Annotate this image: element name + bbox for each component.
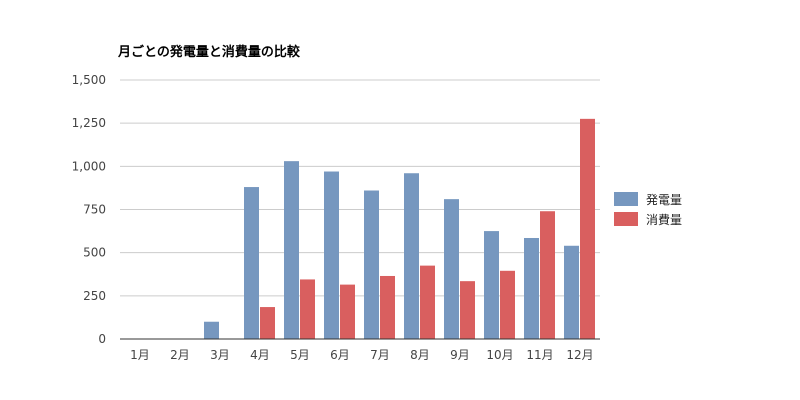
x-tick-label: 12月 [566, 348, 593, 362]
x-tick-label: 8月 [410, 348, 430, 362]
x-tick-label: 2月 [170, 348, 190, 362]
bar-consumption-7 [380, 275, 395, 339]
bar-generation-5 [284, 161, 299, 339]
bar-generation-10 [484, 231, 499, 339]
y-tick-label: 500 [83, 246, 106, 260]
y-tick-label: 1,000 [72, 159, 106, 173]
y-tick-label: 750 [83, 203, 106, 217]
bar-generation-6 [324, 171, 339, 339]
y-axis-ticks: 0 250 500 750 1,000 1,250 1,500 [72, 73, 106, 346]
bar-generation-9 [444, 199, 459, 339]
x-tick-label: 6月 [330, 348, 350, 362]
y-tick-label: 1,250 [72, 116, 106, 130]
bar-consumption-5 [300, 279, 315, 339]
legend-label: 発電量 [646, 193, 682, 207]
x-tick-label: 1月 [130, 348, 150, 362]
bar-consumption-8 [420, 265, 435, 339]
bar-generation-7 [364, 190, 379, 339]
y-tick-label: 250 [83, 289, 106, 303]
x-tick-label: 7月 [370, 348, 390, 362]
bar-consumption-11 [540, 211, 555, 339]
bar-generation-8 [404, 173, 419, 339]
gridlines [120, 79, 600, 297]
y-tick-label: 0 [98, 332, 106, 346]
bar-consumption-6 [340, 284, 355, 339]
x-tick-label: 4月 [250, 348, 270, 362]
bar-consumption-10 [500, 270, 515, 339]
x-tick-label: 3月 [210, 348, 230, 362]
x-tick-label: 11月 [526, 348, 553, 362]
bar-consumption-9 [460, 281, 475, 339]
legend-swatch [614, 192, 638, 206]
x-axis-ticks: 1月 2月 3月 4月 5月 6月 7月 8月 9月 10月 11月 12月 [130, 348, 593, 362]
legend-swatch [614, 212, 638, 226]
bar-generation-12 [564, 245, 579, 339]
bar-consumption-4 [260, 307, 275, 339]
legend-label: 消費量 [646, 212, 682, 227]
bar-generation-3 [204, 321, 219, 339]
y-tick-label: 1,500 [72, 73, 106, 87]
x-tick-label: 9月 [450, 348, 470, 362]
bars [204, 118, 595, 339]
bar-generation-11 [524, 237, 539, 339]
bar-generation-4 [244, 187, 259, 339]
chart-title: 月ごとの発電量と消費量の比較 [117, 44, 301, 60]
x-tick-label: 10月 [486, 348, 513, 362]
bar-consumption-12 [580, 118, 595, 339]
x-tick-label: 5月 [290, 348, 310, 362]
